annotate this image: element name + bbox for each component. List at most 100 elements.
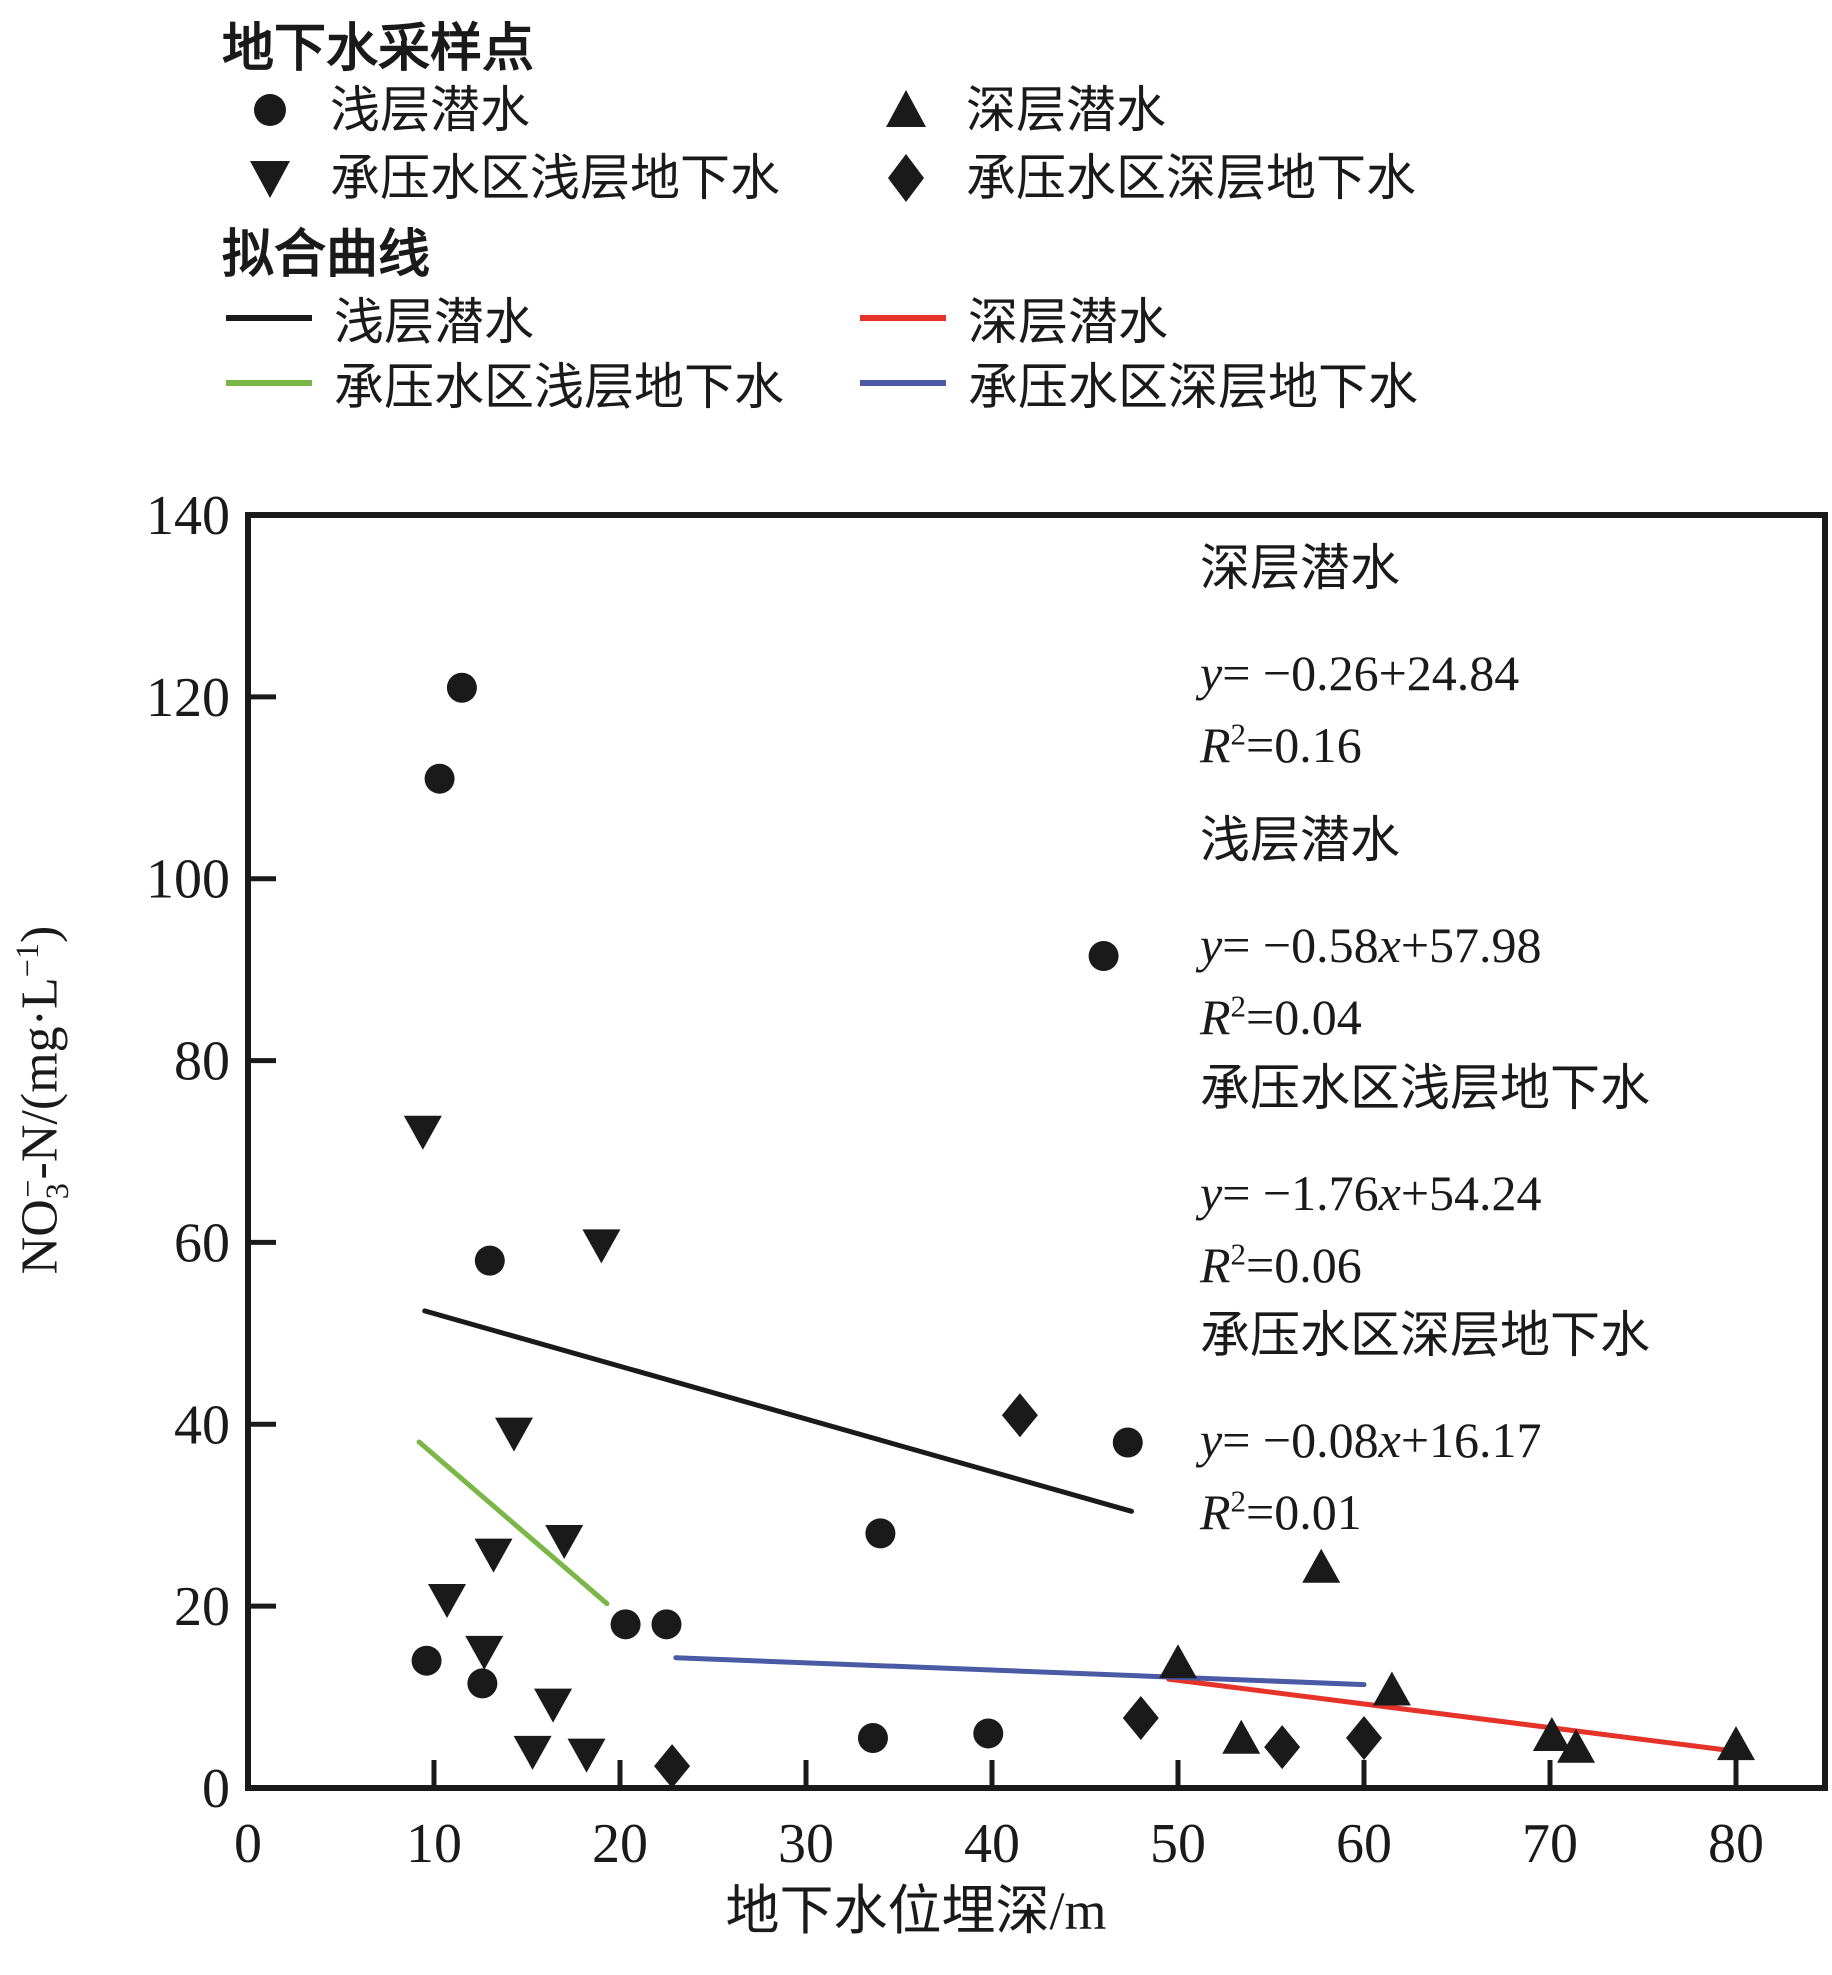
data-point <box>1001 1393 1038 1438</box>
legend-fits-title: 拟合曲线 <box>222 227 431 284</box>
data-point <box>465 1635 504 1670</box>
equation-text: = −0.58 <box>1222 917 1379 973</box>
axis-ticks: 0 10 20 30 40 50 60 70 80 0 20 40 60 80 100 120 140 <box>146 485 1764 1875</box>
y-axis-exponent: −1 <box>9 942 46 978</box>
y-tick-label: 140 <box>146 485 230 547</box>
data-point <box>403 1115 442 1150</box>
data-point <box>1302 1548 1341 1583</box>
green-line-icon <box>226 380 312 386</box>
data-point <box>1159 1644 1197 1679</box>
legend-label: 承压水区浅层地下水 <box>330 150 780 206</box>
r-symbol: R <box>1200 1237 1231 1293</box>
y-tick-label: 100 <box>146 849 230 911</box>
equation-text: +16.17 <box>1400 1412 1542 1468</box>
data-point <box>582 1229 621 1264</box>
data-point <box>973 1718 1004 1749</box>
series-shallow-phreatic <box>411 672 1143 1753</box>
equation-x-symbol: x <box>1378 1165 1401 1221</box>
legend-label: 浅层潜水 <box>330 82 530 138</box>
triangle-down-marker-icon <box>250 161 290 198</box>
diamond-marker-icon <box>888 154 924 202</box>
plot-border <box>245 512 1828 1791</box>
annotation-title: 承压水区浅层地下水 <box>1200 1060 1650 1116</box>
annotation-title: 深层潜水 <box>1200 540 1400 596</box>
series-deep-phreatic <box>1159 1548 1755 1763</box>
x-tick-label: 20 <box>592 1813 648 1875</box>
x-axis-title: 地下水位埋深/m <box>725 1881 1107 1941</box>
r-symbol: R <box>1200 989 1231 1045</box>
data-point <box>474 1538 513 1573</box>
data-point <box>1717 1726 1755 1761</box>
y-tick-label: 120 <box>146 667 230 729</box>
y-tick-label: 60 <box>174 1212 230 1274</box>
equation-text: +57.98 <box>1400 917 1542 973</box>
circle-marker-icon <box>254 94 286 126</box>
data-point <box>428 1584 467 1619</box>
fit-line-confined-area-shallow <box>416 1439 610 1607</box>
r-squared-value: =0.01 <box>1246 1484 1362 1540</box>
legend-item-confined-area-deep: 承压水区深层地下水 <box>878 138 1416 210</box>
data-point <box>567 1738 606 1773</box>
data-point <box>1264 1725 1301 1770</box>
black-line-icon <box>226 315 312 321</box>
y-axis-title-text: -N/(mg·L <box>11 977 69 1180</box>
blue-line-icon <box>860 380 946 386</box>
equation-text: = −1.76 <box>1222 1165 1379 1221</box>
r-symbol: R <box>1200 717 1231 773</box>
legend-fit-shallow-phreatic: 浅层潜水 <box>226 282 534 354</box>
data-point <box>1532 1716 1571 1751</box>
r-squared-value: =0.04 <box>1246 989 1362 1045</box>
y-axis-title-text: NO <box>11 1199 69 1275</box>
annotation-r-squared: R2=0.06 <box>1200 1236 1650 1294</box>
data-points <box>403 672 1755 1789</box>
x-tick-label: 60 <box>1336 1813 1392 1875</box>
annotation-shallow-phreatic: 浅层潜水 y= −0.58x+57.98 R2=0.04 <box>1200 800 1542 1046</box>
equation-x-symbol: x <box>1378 1412 1401 1468</box>
data-point <box>1346 1715 1382 1760</box>
legend-label: 深层潜水 <box>966 82 1166 138</box>
data-point <box>545 1524 584 1559</box>
annotation-equation: y= −0.26+24.84 <box>1200 644 1519 702</box>
y-tick-label: 40 <box>174 1394 230 1456</box>
annotation-title: 承压水区深层地下水 <box>1200 1307 1650 1363</box>
legend-label: 深层潜水 <box>968 294 1168 350</box>
annotation-equation: y= −1.76x+54.24 <box>1200 1164 1650 1222</box>
annotation-r-squared: R2=0.16 <box>1200 716 1519 774</box>
y-tick-label: 0 <box>202 1758 230 1820</box>
annotation-r-squared: R2=0.04 <box>1200 988 1542 1046</box>
legend-item-shallow-phreatic: 浅层潜水 <box>242 70 530 142</box>
data-point <box>1122 1695 1159 1740</box>
data-point <box>1557 1728 1596 1763</box>
equation-text: +24.84 <box>1378 645 1520 701</box>
annotation-title: 浅层潜水 <box>1200 812 1400 868</box>
annotation-confined-area-deep: 承压水区深层地下水 y= −0.08x+16.17 R2=0.01 <box>1200 1295 1650 1541</box>
r-squared-value: =0.06 <box>1246 1237 1362 1293</box>
r-exponent: 2 <box>1230 1236 1247 1272</box>
equation-text: +54.24 <box>1400 1165 1542 1221</box>
y-axis-title: NO3−-N/(mg·L−1) <box>9 925 75 1275</box>
equation-y-symbol: y <box>1200 917 1223 973</box>
data-point <box>651 1609 682 1640</box>
r-exponent: 2 <box>1230 716 1247 752</box>
equation-y-symbol: y <box>1200 645 1223 701</box>
data-point <box>610 1609 641 1640</box>
legend-label: 浅层潜水 <box>334 294 534 350</box>
y-tick-label: 80 <box>174 1031 230 1093</box>
equation-x-symbol: x <box>1378 917 1401 973</box>
data-point <box>494 1417 533 1452</box>
data-point <box>474 1245 505 1276</box>
annotation-equation: y= −0.08x+16.17 <box>1200 1411 1650 1469</box>
x-tick-label: 0 <box>234 1813 262 1875</box>
data-point <box>534 1688 573 1723</box>
red-line-icon <box>860 315 946 321</box>
fit-line-deep-phreatic <box>1166 1676 1739 1754</box>
annotation-r-squared: R2=0.01 <box>1200 1483 1650 1541</box>
series-confined-area-shallow <box>403 1115 621 1773</box>
x-tick-label: 70 <box>1522 1813 1578 1875</box>
annotation-confined-area-shallow: 承压水区浅层地下水 y= −1.76x+54.24 R2=0.06 <box>1200 1048 1650 1294</box>
r-squared-value: =0.16 <box>1246 717 1362 773</box>
y-axis-title-text: ) <box>11 925 69 943</box>
fit-line-shallow-phreatic <box>422 1308 1134 1514</box>
annotation-deep-phreatic: 深层潜水 y= −0.26+24.84 R2=0.16 <box>1200 528 1519 774</box>
